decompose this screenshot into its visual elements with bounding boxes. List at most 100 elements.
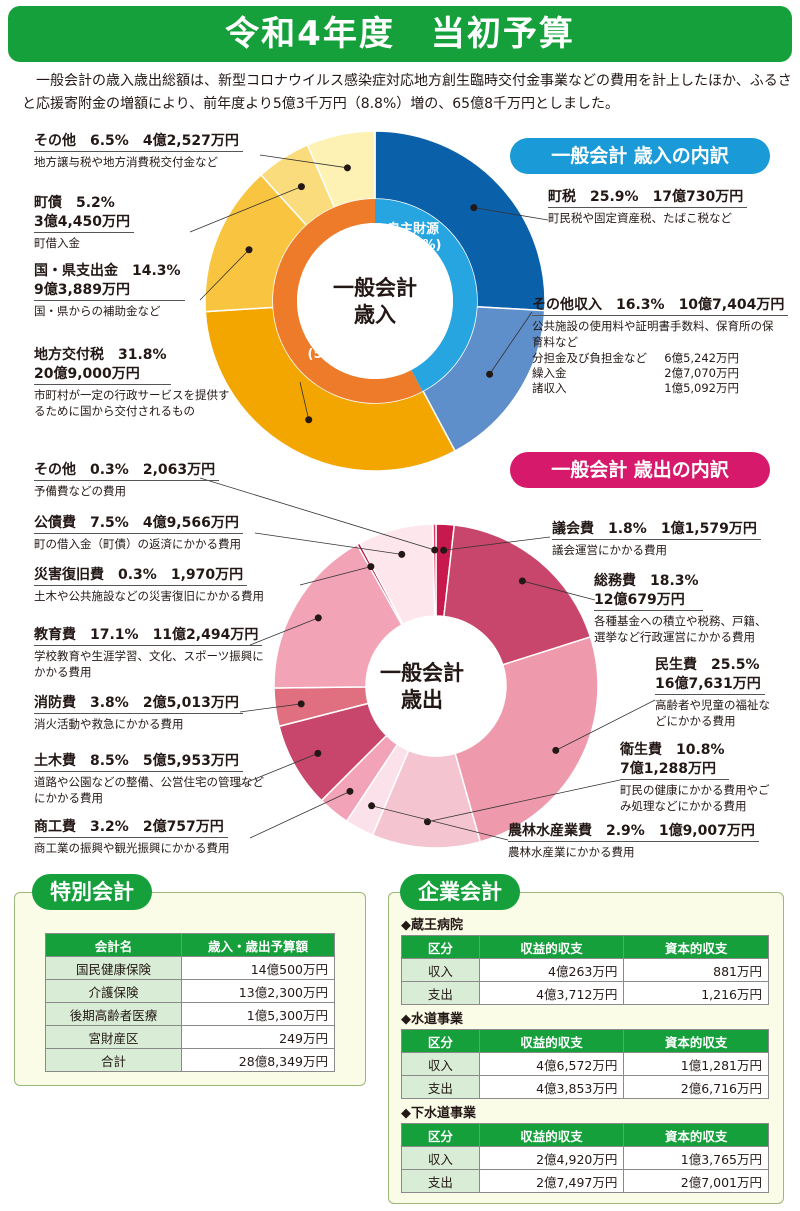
col-header: 収益的収支 <box>478 1029 625 1053</box>
row-label: 国民健康保険 <box>45 956 182 980</box>
cell: 2億6,716万円 <box>623 1075 769 1099</box>
enterprise-account-tag: 企業会計 <box>400 874 520 910</box>
expenditure-label-7: 消防費 3.8% 2億5,013万円消火活動や救急にかかる費用 <box>34 694 243 732</box>
cell: 4億3,853万円 <box>478 1075 625 1099</box>
expenditure-label-3: 衛生費 10.8% 7億1,288万円 町民の健康にかかる費用やごみ処理などにかかる… <box>620 741 780 814</box>
col-header: 資本的収支 <box>623 1029 769 1053</box>
label-title: 総務費 18.3% 12億679万円 <box>594 572 703 611</box>
label-desc: 高齢者や児童の福祉などにかかる費用 <box>655 698 770 728</box>
cell: 2億4,920万円 <box>478 1146 625 1170</box>
label-desc: 町の借入金（町債）の返済にかかる費用 <box>34 537 241 551</box>
label-desc: 議会運営にかかる費用 <box>552 543 667 557</box>
label-title: 地方交付税 31.8% 20億9,000万円 <box>34 346 171 385</box>
intro-text: 一般会計の歳入歳出総額は、新型コロナウイルス感染症対応地方創生臨時交付金事業など… <box>22 73 792 112</box>
label-desc: 公共施設の使用料や証明書手数料、保育所の保育料など <box>532 319 774 349</box>
table-row: 収入 2億4,920万円 1億3,765万円 <box>401 1146 769 1170</box>
label-desc: 町民税や固定資産税、たばこ税など <box>548 211 732 225</box>
table-row: 収入 4億6,572万円 1億1,281万円 <box>401 1052 769 1076</box>
expenditure-center-0: 一般会計 <box>380 661 464 685</box>
label-title: 災害復旧費 0.3% 1,970万円 <box>34 566 248 586</box>
revenue-label-0: 町税 25.9% 17億730万円町民税や固定資産税、たばこ税など <box>548 188 748 226</box>
expenditure-slice-1 <box>443 524 592 666</box>
label-desc: 消火活動や救急にかかる費用 <box>34 717 184 731</box>
revenue-label-2: 地方交付税 31.8% 20億9,000万円 市町村が一定の行政サービスを提供するた… <box>34 346 234 419</box>
label-title: 衛生費 10.8% 7億1,288万円 <box>620 741 729 780</box>
label-title: 町税 25.9% 17億730万円 <box>548 188 748 208</box>
expenditure-heading: 一般会計 歳出の内訳 <box>510 452 770 488</box>
label-title: その他 6.5% 4億2,527万円 <box>34 132 243 152</box>
revenue-label-3: 国・県支出金 14.3% 9億3,889万円 国・県からの補助金など <box>34 262 185 319</box>
col-amount: 歳入・歳出予算額 <box>181 933 335 957</box>
label-title: 国・県支出金 14.3% 9億3,889万円 <box>34 262 185 301</box>
sub-item-cell: 諸収入 <box>532 381 567 395</box>
revenue-label-4: 町債 5.2% 3億4,450万円 町借入金 <box>34 194 135 251</box>
sub-item-cell: 2億7,070万円 <box>664 366 739 380</box>
table-row: 介護保険 13億2,300万円 <box>45 979 335 1003</box>
label-desc: 地方譲与税や地方消費税交付金など <box>34 155 218 169</box>
sub-item-cell: 6億5,242万円 <box>664 351 739 365</box>
enterprise-table: 区分 収益的収支 資本的収支 収入 4億263万円 881万円 支出 4億3,712万円 1,2… <box>401 935 769 1005</box>
table-row: 宮財産区 249万円 <box>45 1025 335 1049</box>
enterprise-group-title: ◆水道事業 <box>401 1012 463 1027</box>
expenditure-label-0: 議会費 1.8% 1億1,579万円議会運営にかかる費用 <box>552 520 761 558</box>
label-title: 消防費 3.8% 2億5,013万円 <box>34 694 243 714</box>
special-account-tag: 特別会計 <box>32 874 152 910</box>
cell: 収入 <box>401 1146 480 1170</box>
row-value: 13億2,300万円 <box>181 979 335 1003</box>
row-value: 28億8,349万円 <box>181 1048 335 1072</box>
table-row: 支出 2億7,497万円 2億7,001万円 <box>401 1169 769 1193</box>
expenditure-center-1: 歳出 <box>401 688 443 712</box>
row-label: 合計 <box>45 1048 182 1072</box>
enterprise-group-title: ◆蔵王病院 <box>401 918 463 933</box>
inner-label-1: 依存財源 <box>310 330 362 346</box>
expenditure-label-8: 教育費 17.1% 11億2,494万円 学校教育や生涯学習、文化、スポーツ振興に… <box>34 626 274 680</box>
col-header: 区分 <box>401 935 480 959</box>
revenue-heading: 一般会計 歳入の内訳 <box>510 138 770 174</box>
col-header: 資本的収支 <box>623 935 769 959</box>
table-row: 後期高齢者医療 1億5,300万円 <box>45 1002 335 1026</box>
col-header: 区分 <box>401 1029 480 1053</box>
label-desc: 町民の健康にかかる費用やごみ処理などにかかる費用 <box>620 783 770 813</box>
table-row: 合計 28億8,349万円 <box>45 1048 335 1072</box>
enterprise-account-panel: ◆蔵王病院 区分 収益的収支 資本的収支 収入 4億263万円 881万円 支出 4億3,712… <box>388 892 784 1204</box>
special-account-panel: 会計名 歳入・歳出予算額 国民健康保険 14億500万円 介護保険 13億2,300万円… <box>14 892 366 1086</box>
expenditure-slice-8 <box>273 543 403 689</box>
enterprise-table: 区分 収益的収支 資本的収支 収入 4億6,572万円 1億1,281万円 支出 4億3,85… <box>401 1029 769 1099</box>
col-header: 資本的収支 <box>623 1123 769 1147</box>
enterprise-table: 区分 収益的収支 資本的収支 収入 2億4,920万円 1億3,765万円 支出 2億7,49… <box>401 1123 769 1193</box>
col-header: 区分 <box>401 1123 480 1147</box>
cell: 1億1,281万円 <box>623 1052 769 1076</box>
label-title: 町債 5.2% 3億4,450万円 <box>34 194 135 233</box>
table-row: 収入 4億263万円 881万円 <box>401 958 769 982</box>
label-title: 議会費 1.8% 1億1,579万円 <box>552 520 761 540</box>
label-title: その他収入 16.3% 10億7,404万円 <box>532 296 789 316</box>
expenditure-label-2: 民生費 25.5% 16億7,631万円 高齢者や児童の福祉などにかかる費用 <box>655 656 775 729</box>
page-banner: 令和4年度 当初予算 <box>8 6 792 62</box>
cell: 2億7,001万円 <box>623 1169 769 1193</box>
label-title: 農林水産業費 2.9% 1億9,007万円 <box>508 822 759 842</box>
cell: 支出 <box>401 981 480 1005</box>
expenditure-label-11: その他 0.3% 2,063万円予備費などの費用 <box>34 461 220 499</box>
row-label: 宮財産区 <box>45 1025 182 1049</box>
label-title: その他 0.3% 2,063万円 <box>34 461 220 481</box>
revenue-center-1: 歳入 <box>354 303 396 327</box>
inner-label-0: 自主財源 <box>387 221 439 237</box>
label-desc: 学校教育や生涯学習、文化、スポーツ振興にかかる費用 <box>34 649 264 679</box>
revenue-inner-1 <box>272 199 423 403</box>
label-desc: 道路や公園などの整備、公営住宅の管理などにかかる費用 <box>34 775 264 805</box>
table-row: 支出 4億3,712万円 1,216万円 <box>401 981 769 1005</box>
label-desc: 予備費などの費用 <box>34 484 126 498</box>
cell: 1,216万円 <box>623 981 769 1005</box>
revenue-center-0: 一般会計 <box>333 276 417 300</box>
row-label: 介護保険 <box>45 979 182 1003</box>
revenue-inner-0 <box>375 199 477 392</box>
expenditure-label-5: 商工費 3.2% 2億757万円 商工業の振興や観光振興にかかる費用 <box>34 818 230 856</box>
col-header: 収益的収支 <box>478 935 625 959</box>
col-header: 収益的収支 <box>478 1123 625 1147</box>
cell: 4億6,572万円 <box>478 1052 625 1076</box>
expenditure-label-10: 公債費 7.5% 4億9,566万円 町の借入金（町債）の返済にかかる費用 <box>34 514 243 552</box>
label-desc: 各種基金への積立や税務、戸籍、選挙など行政運営にかかる費用 <box>594 614 767 644</box>
cell: 収入 <box>401 1052 480 1076</box>
cell: 881万円 <box>623 958 769 982</box>
